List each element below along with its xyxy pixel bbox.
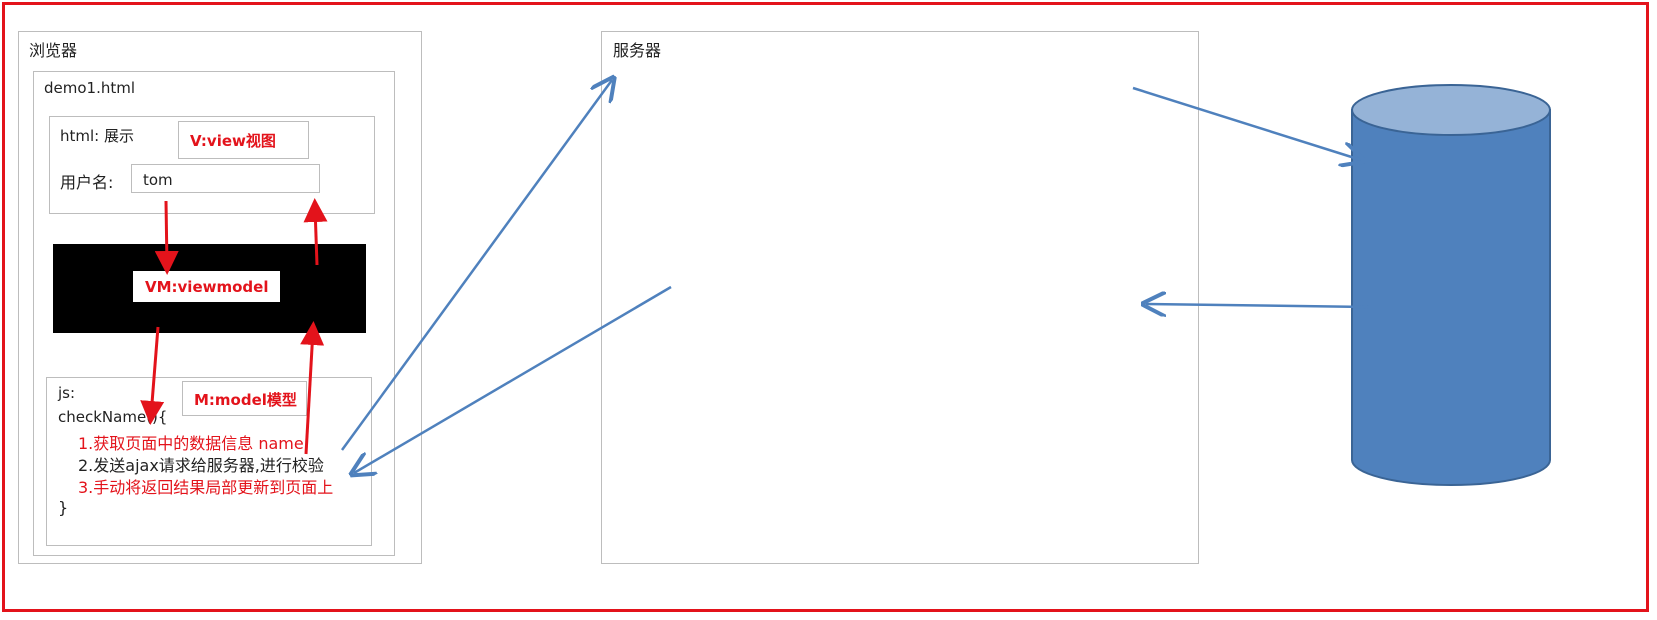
browser-title: 浏览器 [29, 41, 78, 60]
view-tag: V:view视图 [178, 121, 309, 159]
func-open: checkName(){ [58, 408, 168, 426]
outer-frame [2, 2, 1649, 612]
server-panel: 服务器 [601, 31, 1199, 564]
viewmodel-tag: VM:viewmodel [133, 271, 280, 302]
username-input-value: tom [143, 171, 173, 189]
step3-text: 3.手动将返回结果局部更新到页面上 [78, 478, 334, 497]
username-label: 用户名: [60, 173, 114, 192]
model-tag-label: M:model模型 [194, 391, 297, 409]
page-file-title: demo1.html [44, 79, 136, 97]
viewmodel-tag-label: VM:viewmodel [145, 278, 269, 296]
view-tag-label: V:view视图 [190, 132, 276, 150]
username-input[interactable]: tom [131, 164, 320, 193]
func-close: } [58, 498, 69, 517]
html-section-title: html: 展示 [60, 127, 134, 145]
step2-text: 2.发送ajax请求给服务器,进行校验 [78, 456, 324, 475]
step1-text: 1.获取页面中的数据信息 name [78, 434, 304, 453]
js-section-title: js: [58, 384, 76, 402]
model-tag: M:model模型 [182, 381, 307, 416]
server-title: 服务器 [613, 41, 662, 60]
